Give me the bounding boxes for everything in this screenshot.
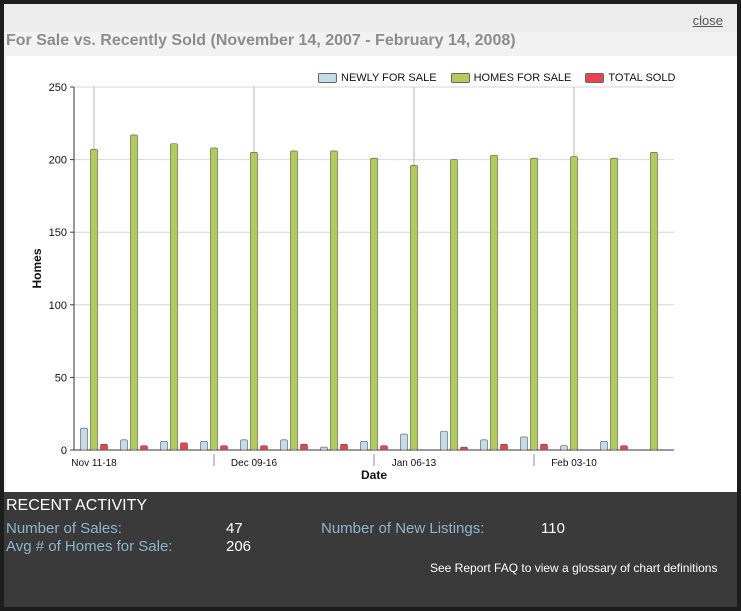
chart-legend: NEWLY FOR SALE HOMES FOR SALE TOTAL SOLD [318,72,675,84]
modal-topbar: close [4,4,737,32]
avg-homes-value: 206 [226,538,252,555]
bar-total-sold [500,443,508,451]
bar-total-sold [260,445,268,451]
legend-label-homes: HOMES FOR SALE [473,72,572,84]
bar-homes-for-sale [650,152,658,451]
bar-total-sold [100,443,108,451]
bar-newly-for-sale [240,439,248,451]
bar-newly-for-sale [360,440,368,451]
bar-homes-for-sale [450,159,458,451]
bar-total-sold [620,445,628,451]
y-tick-label: 250 [49,82,67,94]
x-tick-label: Jan 06-13 [392,458,437,469]
bar-total-sold [300,443,308,451]
bar-homes-for-sale [490,154,498,451]
bar-newly-for-sale [160,440,168,451]
bar-newly-for-sale [120,439,128,451]
y-tick-label: 100 [49,300,67,312]
bar-total-sold [540,443,548,451]
legend-label-sold: TOTAL SOLD [608,72,676,84]
recent-activity-title: RECENT ACTIVITY [6,497,148,514]
new-listings-label: Number of New Listings: [321,520,485,537]
bar-newly-for-sale [440,430,448,451]
bar-total-sold [180,442,188,451]
legend-swatch-newly [318,73,337,83]
x-tick-label: Feb 03-10 [551,458,597,469]
bar-newly-for-sale [280,439,288,451]
bar-newly-for-sale [320,446,328,451]
bar-newly-for-sale [200,440,208,451]
bar-newly-for-sale [400,433,408,451]
bar-homes-for-sale [130,134,138,451]
bar-total-sold [380,445,388,451]
legend-item-sold: TOTAL SOLD [585,72,675,84]
legend-item-homes: HOMES FOR SALE [450,72,572,84]
bar-homes-for-sale [170,143,178,451]
y-tick-label: 50 [55,372,67,384]
new-listings-value: 110 [541,520,565,537]
bar-homes-for-sale [370,157,378,451]
legend-swatch-sold [585,73,605,83]
avg-homes-label: Avg # of Homes for Sale: [6,538,173,555]
legend-item-newly: NEWLY FOR SALE [318,72,437,84]
x-tick-label: Dec 09-16 [231,458,278,469]
y-tick-label: 150 [49,227,67,239]
recent-activity-panel: RECENT ACTIVITY Number of Sales: 47 Avg … [4,492,737,607]
y-tick-label: 200 [49,155,67,167]
bar-homes-for-sale [610,157,618,451]
bar-homes-for-sale [210,147,218,451]
x-tick-label: Nov 11-18 [71,458,117,469]
bar-total-sold [220,445,228,451]
y-tick-label: 0 [61,445,67,457]
bar-newly-for-sale [80,427,88,451]
bar-newly-for-sale [600,440,608,451]
y-axis-title: Homes [30,248,44,288]
bar-homes-for-sale [290,150,298,451]
faq-note: See Report FAQ to view a glossary of cha… [430,561,718,575]
close-link[interactable]: close [692,13,723,28]
bar-homes-for-sale [90,149,98,451]
bar-newly-for-sale [480,439,488,451]
legend-swatch-homes [450,73,470,83]
bar-homes-for-sale [410,165,418,451]
chart-title: For Sale vs. Recently Sold (November 14,… [6,32,516,49]
bar-total-sold [140,445,148,451]
sales-value: 47 [226,520,243,537]
bar-chart: 0 50 100 150 200 250 Nov 11-18 Dec 09-16 Jan 06-… [30,82,674,482]
bar-total-sold [460,446,468,451]
bar-total-sold [340,443,348,451]
legend-label-newly: NEWLY FOR SALE [341,72,437,84]
bar-newly-for-sale [560,445,568,451]
sales-label: Number of Sales: [6,520,122,537]
bar-newly-for-sale [520,436,528,451]
bar-homes-for-sale [250,152,258,451]
bar-homes-for-sale [330,150,338,451]
bar-homes-for-sale [530,157,538,451]
bar-homes-for-sale [570,156,578,451]
chart-area: NEWLY FOR SALE HOMES FOR SALE TOTAL SOLD… [6,56,737,492]
x-axis-title: Date [361,468,387,482]
